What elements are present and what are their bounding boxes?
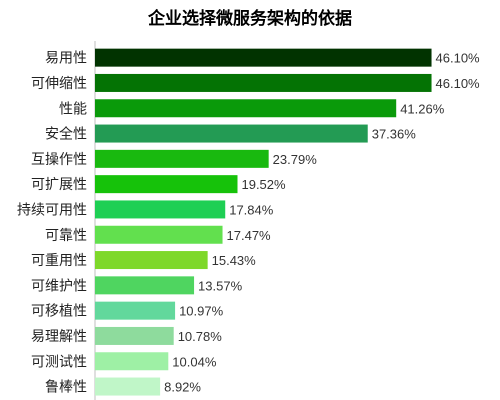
- category-label: 可测试性: [31, 354, 87, 370]
- category-label: 可靠性: [45, 228, 87, 244]
- value-label: 23.79%: [273, 152, 318, 167]
- value-label: 17.84%: [229, 202, 274, 217]
- category-label: 可重用性: [31, 253, 87, 269]
- value-label: 41.26%: [400, 101, 445, 116]
- value-label: 17.47%: [227, 228, 272, 243]
- category-label: 性能: [59, 101, 87, 117]
- value-label: 15.43%: [212, 253, 257, 268]
- category-label: 可伸缩性: [31, 76, 87, 92]
- category-label: 安全性: [45, 126, 87, 143]
- category-labels: 易用性可伸缩性性能安全性互操作性可扩展性持续可用性可靠性可重用性可维护性可移植性…: [17, 51, 87, 396]
- bar: [95, 99, 397, 118]
- bar: [95, 124, 368, 143]
- value-label: 10.04%: [172, 354, 217, 369]
- category-label: 持续可用性: [17, 201, 87, 218]
- category-label: 可移植性: [31, 304, 87, 320]
- category-label: 易用性: [45, 51, 87, 67]
- chart-title: 企业选择微服务架构的依据: [147, 8, 352, 29]
- bars: [95, 48, 432, 396]
- category-label: 互操作性: [31, 152, 87, 168]
- category-label: 鲁棒性: [45, 380, 87, 396]
- value-labels: 46.10% 46.10% 41.26% 37.36% 23.79% 19.52% 17.8…: [164, 51, 480, 395]
- bar: [95, 251, 208, 270]
- value-label: 13.57%: [198, 278, 243, 293]
- value-label: 37.36%: [372, 127, 417, 142]
- value-label: 46.10%: [436, 51, 481, 66]
- bar: [95, 225, 223, 244]
- value-label: 46.10%: [436, 76, 481, 91]
- bar: [95, 48, 432, 67]
- category-label: 易理解性: [31, 329, 87, 345]
- bar: [95, 149, 269, 168]
- bar: [95, 301, 176, 320]
- bar: [95, 73, 432, 92]
- bar: [95, 276, 195, 295]
- bar: [95, 175, 238, 194]
- value-label: 8.92%: [164, 380, 201, 395]
- value-label: 19.52%: [241, 177, 286, 192]
- bar: [95, 377, 161, 396]
- category-label: 可扩展性: [31, 177, 87, 193]
- bar: [95, 200, 226, 219]
- bar: [95, 352, 169, 371]
- category-label: 可维护性: [31, 278, 87, 294]
- value-label: 10.78%: [178, 329, 223, 344]
- bar: [95, 326, 174, 345]
- value-label: 10.97%: [179, 304, 224, 319]
